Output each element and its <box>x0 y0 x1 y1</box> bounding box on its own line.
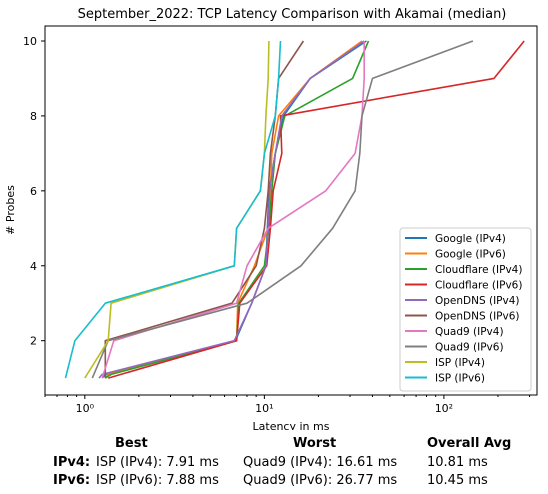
legend-label: ISP (IPv6) <box>435 373 485 385</box>
series-line-opendns-ipv6 <box>105 41 303 378</box>
legend-label: Google (IPv4) <box>435 233 506 245</box>
summary-header-best: Best <box>115 436 148 451</box>
x-tick-label: 10² <box>435 402 453 415</box>
y-tick-label: 8 <box>30 110 37 123</box>
summary-row-ipv4-avg: 10.81 ms <box>427 455 488 470</box>
summary-header-avg: Overall Avg <box>427 436 511 451</box>
legend-label: OpenDNS (IPv6) <box>435 311 520 323</box>
series-line-cloudflare-ipv4 <box>105 41 368 378</box>
legend-label: Cloudflare (IPv4) <box>435 264 522 276</box>
summary-row-ipv6-best: ISP (IPv6): 7.88 ms <box>96 473 219 488</box>
y-tick-label: 4 <box>30 260 37 273</box>
summary-row-ipv6-worst: Quad9 (IPv6): 26.77 ms <box>243 473 397 488</box>
legend-label: Quad9 (IPv4) <box>435 326 504 338</box>
x-tick-label: 10⁰ <box>76 402 95 415</box>
summary-row-ipv4-worst: Quad9 (IPv4): 16.61 ms <box>243 455 397 470</box>
series-line-google-ipv6 <box>105 41 362 378</box>
series-line-google-ipv4 <box>102 41 366 378</box>
series-line-isp-ipv6 <box>66 41 281 378</box>
legend-label: ISP (IPv4) <box>435 357 485 369</box>
summary-row-ipv6-avg: 10.45 ms <box>427 473 488 488</box>
x-tick-label: 10¹ <box>255 402 273 415</box>
chart-legend: Google (IPv4) Google (IPv6) Cloudflare (IP… <box>400 228 531 391</box>
summary-row-ipv4-label: IPv4: <box>53 455 90 470</box>
chart-title: September_2022: TCP Latency Comparison w… <box>78 7 507 22</box>
series-line-quad9-ipv4 <box>102 41 364 378</box>
y-axis-ticks: 2 4 6 8 10 <box>23 35 45 348</box>
y-tick-label: 2 <box>30 335 37 348</box>
y-tick-label: 10 <box>23 35 37 48</box>
summary-header-worst: Worst <box>293 436 336 451</box>
legend-label: Cloudflare (IPv6) <box>435 280 522 292</box>
legend-label: OpenDNS (IPv4) <box>435 295 520 307</box>
summary-row-ipv4-best: ISP (IPv4): 7.91 ms <box>96 455 219 470</box>
x-axis-ticks: 10⁰ 10¹ 10² <box>45 395 530 415</box>
x-axis-label: Latency in ms <box>253 420 330 430</box>
y-axis-label: # Probes <box>4 185 17 235</box>
latency-chart: September_2022: TCP Latency Comparison w… <box>0 0 548 430</box>
legend-label: Quad9 (IPv6) <box>435 342 504 354</box>
y-tick-label: 6 <box>30 185 37 198</box>
summary-row-ipv6-label: IPv6: <box>53 473 90 488</box>
series-line-opendns-ipv4 <box>99 41 364 378</box>
legend-label: Google (IPv6) <box>435 249 506 261</box>
latency-summary: Best Worst Overall Avg IPv4: ISP (IPv4):… <box>0 430 548 494</box>
